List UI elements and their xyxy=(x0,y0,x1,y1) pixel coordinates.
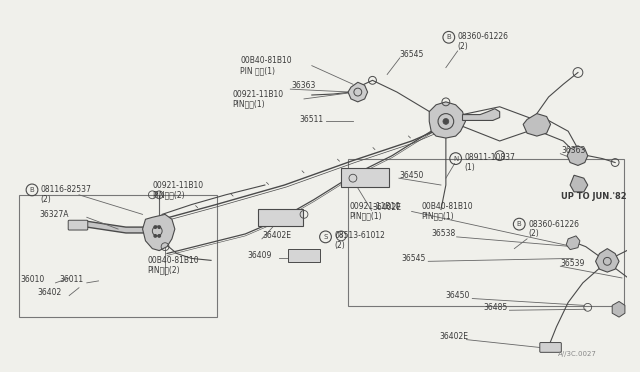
Text: 36363: 36363 xyxy=(561,146,586,155)
Text: S: S xyxy=(323,234,328,240)
Text: B: B xyxy=(29,187,35,193)
Text: PINビン(1): PINビン(1) xyxy=(232,99,265,108)
Text: PINビン(2): PINビン(2) xyxy=(152,190,185,199)
Circle shape xyxy=(154,234,157,238)
Circle shape xyxy=(443,119,449,124)
Text: 36010: 36010 xyxy=(20,275,45,285)
Text: 00921-11B10: 00921-11B10 xyxy=(349,202,400,211)
Text: 36402E: 36402E xyxy=(372,203,401,212)
Text: 08360-61226: 08360-61226 xyxy=(458,32,509,41)
FancyBboxPatch shape xyxy=(68,220,88,230)
FancyBboxPatch shape xyxy=(540,343,561,352)
Polygon shape xyxy=(570,175,588,192)
Text: 08360-61226: 08360-61226 xyxy=(528,219,579,229)
Polygon shape xyxy=(566,236,580,250)
Text: S: S xyxy=(339,233,343,238)
Text: 36539: 36539 xyxy=(561,259,585,268)
Polygon shape xyxy=(523,113,550,136)
Text: 36402E: 36402E xyxy=(439,332,468,341)
Text: 36545: 36545 xyxy=(400,50,424,60)
Text: 08911-10837: 08911-10837 xyxy=(465,153,515,162)
FancyBboxPatch shape xyxy=(289,248,319,262)
FancyBboxPatch shape xyxy=(258,209,303,226)
Text: 36538: 36538 xyxy=(431,230,456,238)
Text: (2): (2) xyxy=(334,241,345,250)
Text: UP TO JUN.'82: UP TO JUN.'82 xyxy=(561,192,627,201)
Text: 00921-11B10: 00921-11B10 xyxy=(232,90,284,99)
Text: (2): (2) xyxy=(41,195,52,204)
Polygon shape xyxy=(463,109,500,121)
Polygon shape xyxy=(87,221,145,233)
Text: 36402E: 36402E xyxy=(263,231,292,240)
FancyBboxPatch shape xyxy=(341,169,389,187)
Text: 36402: 36402 xyxy=(38,288,62,297)
Text: PINビン(2): PINビン(2) xyxy=(147,266,180,275)
Text: 36450: 36450 xyxy=(400,171,424,180)
Text: A//3C.0027: A//3C.0027 xyxy=(558,351,597,357)
Polygon shape xyxy=(429,102,465,138)
Text: 36011: 36011 xyxy=(60,275,84,285)
Text: 36545: 36545 xyxy=(402,254,426,263)
FancyBboxPatch shape xyxy=(629,318,640,328)
Text: 00B40-81B10: 00B40-81B10 xyxy=(147,256,199,265)
Circle shape xyxy=(157,225,161,229)
Text: 36511: 36511 xyxy=(299,115,323,124)
Polygon shape xyxy=(567,146,588,166)
Text: 08513-61012: 08513-61012 xyxy=(334,231,385,240)
Text: N: N xyxy=(453,155,458,161)
Text: PINビン(1): PINビン(1) xyxy=(421,212,454,221)
Text: PIN ビン(1): PIN ビン(1) xyxy=(241,66,275,75)
Text: 00921-11B10: 00921-11B10 xyxy=(152,180,204,189)
Polygon shape xyxy=(348,82,367,102)
Circle shape xyxy=(154,225,157,229)
Text: B: B xyxy=(447,34,451,40)
Bar xyxy=(19,195,217,317)
Text: 36363: 36363 xyxy=(291,81,316,90)
Text: 00B40-81B10: 00B40-81B10 xyxy=(241,56,292,65)
Text: (2): (2) xyxy=(458,42,468,51)
Text: 36450: 36450 xyxy=(446,291,470,300)
Text: B: B xyxy=(517,221,522,227)
Text: (2): (2) xyxy=(528,230,539,238)
Text: 36409: 36409 xyxy=(247,251,271,260)
Text: PINビン(1): PINビン(1) xyxy=(349,212,381,221)
Text: 36485: 36485 xyxy=(483,303,508,312)
Polygon shape xyxy=(596,248,619,272)
Polygon shape xyxy=(143,214,175,251)
Text: 00B40-81B10: 00B40-81B10 xyxy=(421,202,473,211)
Text: 08116-82537: 08116-82537 xyxy=(41,185,92,195)
Bar xyxy=(348,159,624,306)
Text: (1): (1) xyxy=(465,163,476,172)
Circle shape xyxy=(157,234,161,238)
Text: 36327A: 36327A xyxy=(40,210,69,219)
Polygon shape xyxy=(612,301,625,317)
